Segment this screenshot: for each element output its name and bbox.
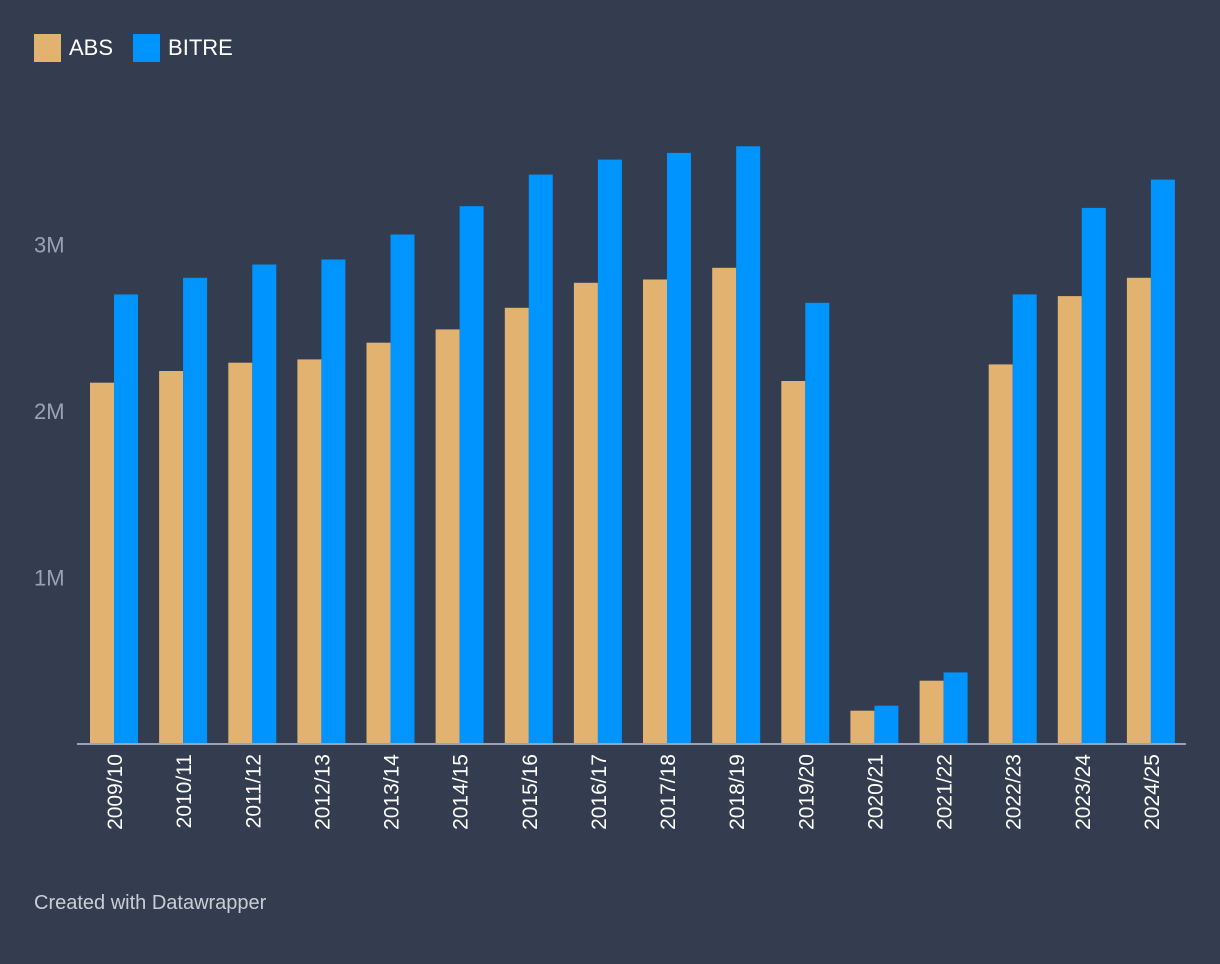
- x-tick-label-2022-23: 2022/23: [1003, 754, 1026, 830]
- bar-abs-2013-14: [366, 342, 391, 744]
- bar-bitre-2021-22: [943, 672, 968, 744]
- y-tick-label-1m: 1M: [34, 566, 65, 591]
- bar-abs-2014-15: [435, 329, 460, 744]
- bar-abs-2019-20: [781, 381, 806, 744]
- x-tick-label-2024-25: 2024/25: [1141, 754, 1164, 830]
- x-tick-label-2017-18: 2017/18: [657, 754, 680, 830]
- legend-label-bitre: BITRE: [168, 35, 233, 60]
- bar-bitre-2024-25: [1150, 179, 1175, 745]
- bar-bitre-2020-21: [874, 705, 899, 744]
- bar-bitre-2009-10: [114, 294, 138, 744]
- legend-label-abs: ABS: [69, 35, 114, 60]
- bar-abs-2023-24: [1057, 296, 1082, 744]
- bar-bitre-2014-15: [459, 206, 484, 744]
- bar-abs-2015-16: [504, 307, 529, 744]
- x-tick-label-2023-24: 2023/24: [1072, 754, 1095, 830]
- bar-abs-2017-18: [643, 279, 667, 744]
- legend: ABS BITRE: [34, 34, 233, 62]
- x-tick-label-2019-20: 2019/20: [795, 754, 818, 830]
- bar-abs-2016-17: [573, 282, 598, 744]
- x-tick-label-2011-12: 2011/12: [242, 754, 265, 828]
- footer-credit: Created with Datawrapper: [34, 892, 267, 914]
- y-tick-label-2m: 2M: [34, 399, 65, 424]
- x-tick-label-2010-11: 2010/11: [173, 754, 196, 828]
- bar-bitre-2015-16: [528, 174, 553, 745]
- x-tick-label-2020-21: 2020/21: [864, 754, 887, 830]
- legend-item-bitre: BITRE: [133, 34, 233, 62]
- bar-bitre-2018-19: [736, 146, 761, 745]
- bar-bitre-2013-14: [390, 234, 415, 744]
- legend-swatch-bitre: [133, 34, 161, 62]
- bar-abs-2020-21: [850, 710, 875, 744]
- x-tick-label-2015-16: 2015/16: [519, 754, 542, 830]
- x-tick-label-2014-15: 2014/15: [450, 754, 473, 830]
- bar-abs-2012-13: [297, 359, 322, 744]
- bar-abs-2011-12: [228, 362, 253, 744]
- bar-bitre-2019-20: [805, 302, 830, 744]
- x-tick-label-2012-13: 2012/13: [311, 754, 334, 830]
- bar-bitre-2011-12: [252, 264, 277, 744]
- bar-abs-2018-19: [712, 267, 737, 744]
- x-tick-label-2009-10: 2009/10: [104, 754, 127, 830]
- legend-swatch-abs: [34, 34, 61, 62]
- bar-abs-2009-10: [90, 382, 114, 744]
- bar-bitre-2010-11: [183, 277, 208, 744]
- bar-abs-2022-23: [988, 364, 1013, 744]
- bar-abs-2021-22: [919, 680, 944, 744]
- bar-abs-2010-11: [159, 371, 184, 744]
- y-tick-label-3m: 3M: [34, 233, 65, 258]
- bar-bitre-2022-23: [1012, 294, 1037, 744]
- bar-abs-2024-25: [1126, 277, 1151, 744]
- x-tick-label-2016-17: 2016/17: [588, 754, 611, 830]
- bar-bitre-2012-13: [321, 259, 346, 744]
- x-tick-label-2018-19: 2018/19: [726, 754, 749, 830]
- x-tick-label-2021-22: 2021/22: [934, 754, 957, 830]
- legend-item-abs: ABS: [34, 34, 113, 62]
- bar-bitre-2023-24: [1081, 207, 1106, 744]
- x-tick-label-2013-14: 2013/14: [381, 754, 404, 830]
- bar-bitre-2017-18: [667, 152, 691, 744]
- bar-bitre-2016-17: [597, 159, 622, 745]
